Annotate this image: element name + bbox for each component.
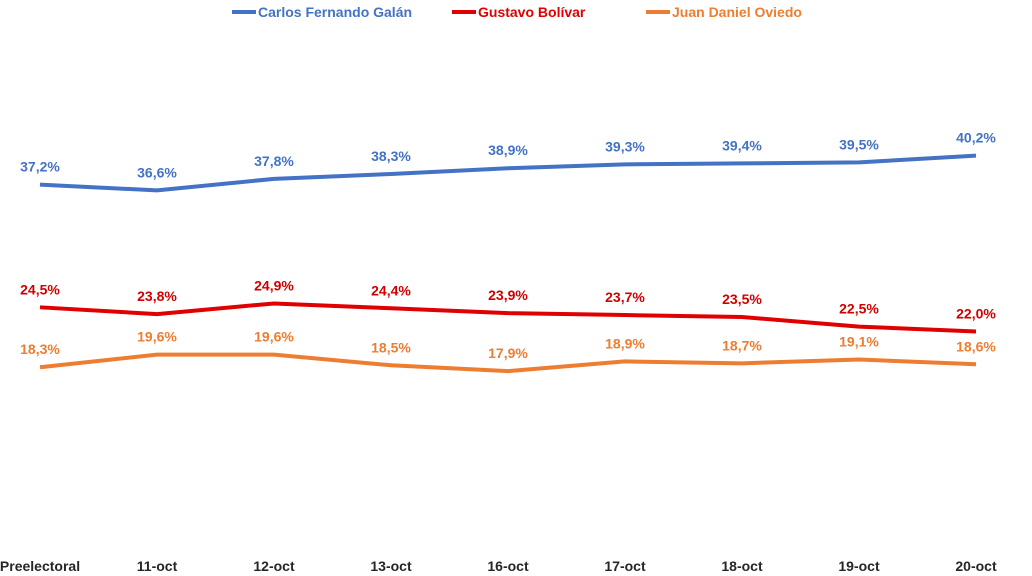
- data-label: 17,9%: [488, 345, 528, 361]
- series-line: [39, 301, 977, 334]
- data-label: 37,2%: [20, 159, 60, 175]
- x-tick-label: 17-oct: [604, 558, 646, 574]
- data-label: 23,5%: [722, 291, 762, 307]
- legend-label: Juan Daniel Oviedo: [672, 4, 802, 20]
- x-tick-label: 20-oct: [955, 558, 997, 574]
- data-label: 18,7%: [722, 337, 762, 353]
- data-label: 19,6%: [137, 329, 177, 345]
- x-tick-label: 13-oct: [370, 558, 412, 574]
- data-label: 23,8%: [137, 288, 177, 304]
- data-label: 40,2%: [956, 130, 996, 146]
- data-label: 18,6%: [956, 338, 996, 354]
- data-label: 18,5%: [371, 339, 411, 355]
- data-label: 36,6%: [137, 164, 177, 180]
- data-label: 19,1%: [839, 333, 879, 349]
- data-label: 18,9%: [605, 335, 645, 351]
- data-label: 24,4%: [371, 282, 411, 298]
- data-label: 39,5%: [839, 136, 879, 152]
- legend-label: Gustavo Bolívar: [478, 4, 586, 20]
- x-tick-label: Preelectoral: [0, 558, 80, 574]
- x-tick-label: 16-oct: [487, 558, 529, 574]
- legend-label: Carlos Fernando Galán: [258, 4, 412, 20]
- data-label: 23,9%: [488, 287, 528, 303]
- data-label: 39,3%: [605, 138, 645, 154]
- data-label: 19,6%: [254, 329, 294, 345]
- data-label: 18,3%: [20, 341, 60, 357]
- x-tick-label: 11-oct: [137, 558, 178, 574]
- data-label: 23,7%: [605, 289, 645, 305]
- x-tick-label: 12-oct: [253, 558, 295, 574]
- x-tick-label: 18-oct: [721, 558, 763, 574]
- data-label: 37,8%: [254, 153, 294, 169]
- data-label: 22,0%: [956, 305, 996, 321]
- x-tick-label: 19-oct: [838, 558, 880, 574]
- data-label: 24,9%: [254, 277, 294, 293]
- data-label: 38,3%: [371, 148, 411, 164]
- data-label: 38,9%: [488, 142, 528, 158]
- data-label: 22,5%: [839, 301, 879, 317]
- series-line: [39, 153, 977, 193]
- data-label: 24,5%: [20, 281, 60, 297]
- data-label: 39,4%: [722, 137, 762, 153]
